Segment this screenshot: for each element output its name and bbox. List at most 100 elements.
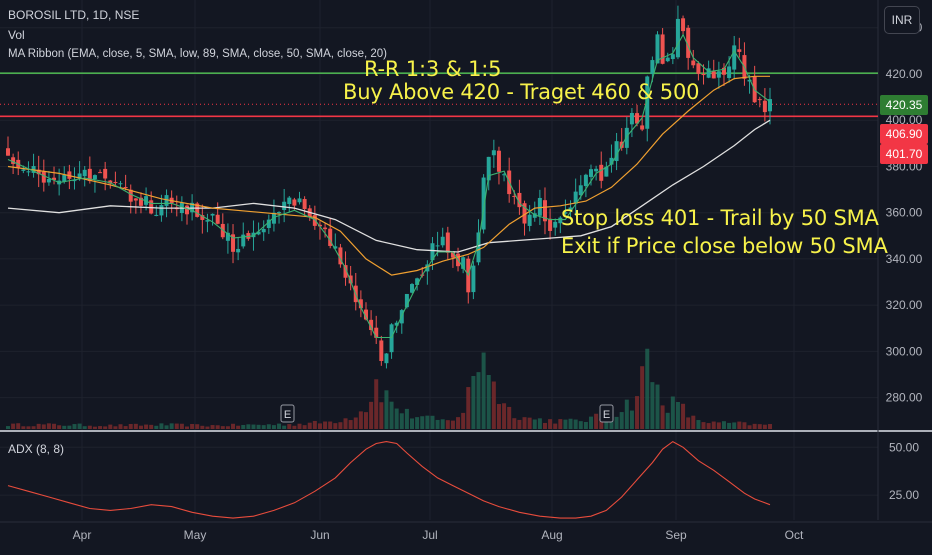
candle-body <box>502 174 507 176</box>
candle-body <box>138 197 143 206</box>
volume-bar <box>123 426 128 429</box>
adx-indicator-label[interactable]: ADX (8, 8) <box>8 442 65 456</box>
candle-body <box>762 100 767 113</box>
candle-body <box>670 54 675 60</box>
time-axis-tick-label: Aug <box>541 528 562 542</box>
candle-body <box>476 232 481 263</box>
vol-indicator-label[interactable]: Vol <box>8 28 25 42</box>
volume-bar <box>292 425 297 429</box>
candle-body <box>72 180 77 182</box>
currency-button[interactable]: INR <box>884 6 920 34</box>
sma50-line <box>7 119 771 253</box>
volume-bar <box>348 420 353 429</box>
volume-bar <box>246 424 251 429</box>
candle-body <box>614 141 619 162</box>
volume-bar <box>184 426 189 429</box>
volume-bar <box>282 425 287 429</box>
volume-bar <box>205 426 210 429</box>
volume-bar <box>87 425 92 429</box>
candle-body <box>481 177 486 230</box>
candle-body <box>445 232 450 253</box>
candle-body <box>440 236 445 246</box>
volume-bar <box>568 418 573 429</box>
candle-body <box>681 18 686 32</box>
volume-bar <box>629 410 634 429</box>
candle-body <box>461 257 466 269</box>
volume-bar <box>133 423 138 429</box>
candle-body <box>629 112 634 125</box>
price-axis-tick-label: 300.00 <box>886 344 923 358</box>
earnings-marker-box <box>599 404 614 423</box>
volume-bar <box>650 382 655 429</box>
candle-body <box>328 228 333 246</box>
candle-body <box>415 278 420 285</box>
volume-bar <box>486 374 491 429</box>
volume-bar <box>440 419 445 429</box>
rr-annotation[interactable]: R-R 1:3 & 1:5 <box>364 57 502 81</box>
price-axis-tick-label: 340.00 <box>886 252 923 266</box>
candle-body <box>374 327 379 338</box>
earnings-marker-label: E <box>603 409 610 421</box>
candle-body <box>210 213 215 216</box>
adx-line <box>7 440 771 519</box>
volume-bar <box>98 426 103 429</box>
volume-bar <box>752 423 757 429</box>
candle-body <box>675 18 680 58</box>
volume-bar <box>527 417 532 429</box>
candle-body <box>266 219 271 228</box>
volume-bar <box>415 417 420 429</box>
volume-bar <box>768 424 772 429</box>
candle-body <box>6 148 10 156</box>
candle-body <box>410 284 415 293</box>
candle-body <box>558 217 563 224</box>
volume-bar <box>210 425 215 429</box>
volume-bar <box>496 404 501 429</box>
volume-bar <box>573 419 578 429</box>
stop-loss-annotation[interactable]: Stop loss 401 - Trail by 50 SMA <box>561 206 879 230</box>
volume-bar <box>670 396 675 429</box>
volume-bar <box>389 401 394 429</box>
ma-ribbon-indicator-label[interactable]: MA Ribbon (EMA, close, 5, SMA, low, 89, … <box>8 48 388 60</box>
volume-bar <box>645 348 650 429</box>
candle-body <box>36 169 41 175</box>
candle-body <box>348 275 353 284</box>
candle-body <box>435 245 440 247</box>
volume-bar <box>16 423 21 429</box>
candle-body <box>486 156 491 181</box>
candle-body <box>251 232 256 238</box>
buy-annotation[interactable]: Buy Above 420 - Traget 460 & 500 <box>343 80 700 104</box>
candle-body <box>261 229 266 233</box>
volume-bar <box>711 421 716 429</box>
volume-bar <box>737 421 742 429</box>
volume-bar <box>358 411 363 429</box>
exit-annotation[interactable]: Exit if Price close below 50 SMA <box>561 234 888 258</box>
candle-body <box>292 199 297 206</box>
candle-body <box>358 299 363 309</box>
candle-body <box>665 57 670 62</box>
candle-body <box>716 71 721 78</box>
earnings-marker: E <box>280 404 295 423</box>
volume-bar <box>379 402 384 429</box>
buy-level-price-tag: 420.35 <box>880 95 928 115</box>
candle-body <box>225 232 230 241</box>
volume-bar <box>660 405 665 429</box>
volume-bar <box>522 417 527 429</box>
candle-body <box>231 234 236 252</box>
volume-bar <box>599 418 604 429</box>
volume-bar <box>144 424 149 429</box>
volume-bar <box>36 423 41 429</box>
candle-body <box>450 251 455 258</box>
volume-bar <box>532 419 537 429</box>
candle-body <box>338 247 343 265</box>
candle-body <box>747 79 752 82</box>
candle-body <box>624 127 629 148</box>
candle-body <box>512 195 517 197</box>
candle-body <box>184 205 189 215</box>
candle-body <box>118 183 123 185</box>
candle-body <box>691 60 696 66</box>
volume-bar <box>476 372 481 429</box>
candle-body <box>26 171 31 173</box>
volume-bar <box>297 423 302 429</box>
